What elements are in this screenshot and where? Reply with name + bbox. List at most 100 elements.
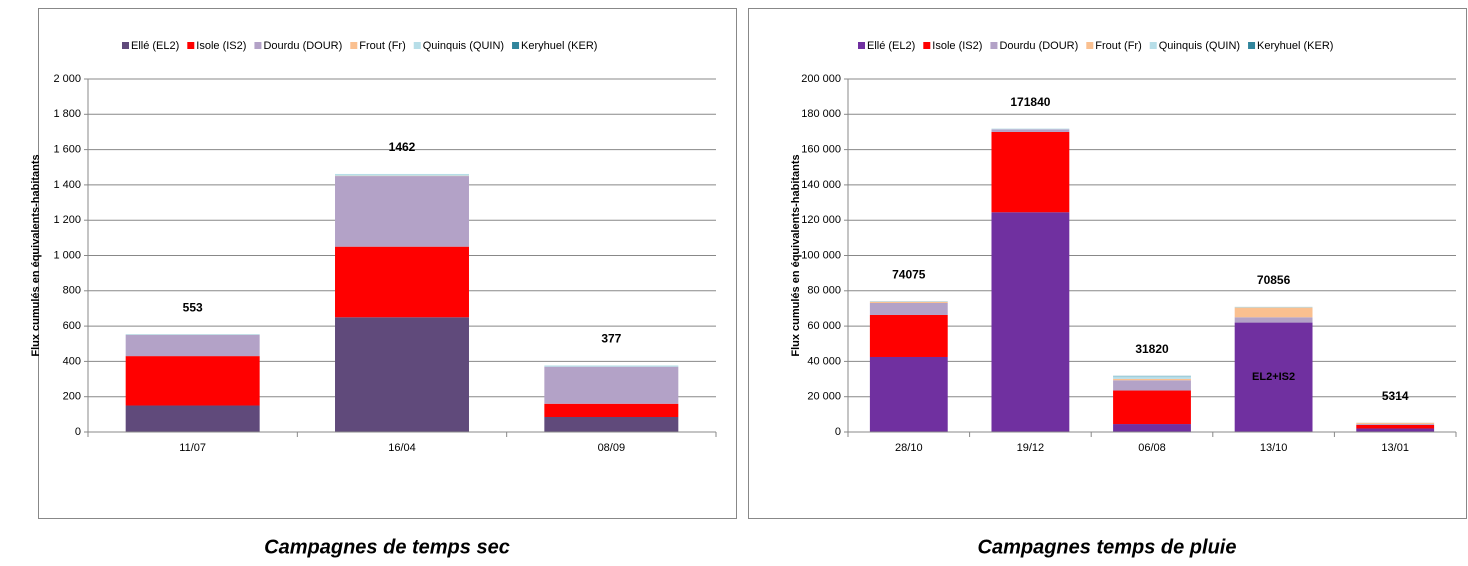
bar-segment [125,356,260,406]
bar-segment [991,212,1070,432]
bar-segment [1113,378,1191,381]
bar-segment [869,301,948,303]
x-tick-label: 11/07 [179,442,206,454]
legend-swatch [122,42,129,49]
legend-swatch [858,42,865,49]
x-tick-label: 13/10 [1260,442,1288,454]
total-label: 553 [183,301,203,315]
y-tick-label: 800 [63,285,81,297]
bar-segment [1356,424,1435,425]
y-tick-label: 400 [63,355,81,367]
y-tick-label: 0 [835,426,841,438]
legend-label: Dourdu (DOUR) [999,40,1078,52]
total-label: 5314 [1382,389,1409,403]
legend-swatch [1086,42,1094,49]
legend-label: Keryhuel (KER) [1257,40,1333,52]
bar-segment [335,317,469,432]
bar-segment [335,176,469,247]
bar-segment [1113,390,1191,425]
bar-segment [1356,424,1435,429]
x-tick-label: 16/04 [388,442,416,454]
bar-segment [991,131,1070,213]
total-label: 74075 [892,267,926,281]
total-label: 171840 [1010,95,1050,109]
bar-segment [544,403,679,417]
legend-label: Frout (Fr) [359,40,405,52]
y-tick-label: 40 000 [807,355,841,367]
legend-label: Dourdu (DOUR) [263,40,342,52]
y-tick-label: 200 000 [801,73,841,85]
y-tick-label: 1 800 [53,108,81,120]
y-tick-label: 0 [75,426,81,438]
x-tick-label: 06/08 [1138,442,1166,454]
bar-segment [125,334,260,357]
legend-label: Isole (IS2) [196,40,246,52]
y-axis-label: Flux cumulés en équivalents-habitants [790,154,802,356]
y-tick-label: 80 000 [807,285,841,297]
caption: Campagnes de temps sec [264,536,510,558]
y-tick-label: 180 000 [801,108,841,120]
legend-label: Frout (Fr) [1095,40,1141,52]
total-label: 70856 [1257,273,1291,287]
y-tick-label: 60 000 [807,320,841,332]
bar-segment [869,314,948,357]
bar-segment [991,128,1070,130]
legend-label: Quinquis (QUIN) [423,40,504,52]
y-tick-label: 120 000 [801,214,841,226]
bar-segment [1234,307,1313,318]
bar-segment [991,129,1070,132]
legend-label: Isole (IS2) [932,40,982,52]
total-label: 377 [601,332,621,346]
caption: Campagnes temps de pluie [978,536,1237,558]
y-tick-label: 200 [63,391,81,403]
bar-segment [544,365,679,367]
y-tick-label: 1 200 [53,214,81,226]
legend-label: Keryhuel (KER) [521,40,597,52]
y-tick-label: 2 000 [53,73,81,85]
legend-swatch [350,42,358,49]
legend-swatch [923,42,931,49]
legend-label: Ellé (EL2) [867,40,915,52]
x-tick-label: 13/01 [1381,442,1409,454]
bar-segment [1234,307,1313,308]
legend-swatch [1149,42,1157,49]
legend-swatch [1248,42,1256,49]
y-tick-label: 160 000 [801,144,841,156]
bar-segment [1234,322,1313,432]
x-tick-label: 08/09 [598,442,626,454]
bar-segment [335,246,469,318]
legend-swatch [254,42,262,49]
bar-segment [544,416,679,432]
legend-swatch [512,42,520,49]
bar-segment [869,356,948,432]
x-tick-label: 28/10 [895,442,923,454]
legend-swatch [187,42,195,49]
y-tick-label: 140 000 [801,179,841,191]
bar-segment [1113,376,1191,379]
y-tick-label: 100 000 [801,249,841,261]
bar-segment [125,405,260,432]
legend-swatch [413,42,421,49]
bar-segment [869,302,948,315]
bar-segment [1356,428,1435,432]
bar-segment [335,173,469,176]
y-tick-label: 1 000 [53,249,81,261]
bar-segment [1113,380,1191,391]
chart-frame [748,8,1467,519]
legend-label: Quinquis (QUIN) [1159,40,1240,52]
bar-segment [1234,317,1313,323]
y-tick-label: 600 [63,320,81,332]
x-tick-label: 19/12 [1017,442,1045,454]
annotation: EL2+IS2 [1252,371,1295,383]
bar-segment [1113,424,1191,432]
bar-segment [544,366,679,404]
total-label: 31820 [1135,342,1169,356]
y-tick-label: 1 600 [53,144,81,156]
y-axis-label: Flux cumulés en équivalents-habitants [30,154,42,356]
legend-label: Ellé (EL2) [131,40,179,52]
y-tick-label: 1 400 [53,179,81,191]
y-tick-label: 20 000 [807,391,841,403]
bar-segment [1356,422,1435,425]
